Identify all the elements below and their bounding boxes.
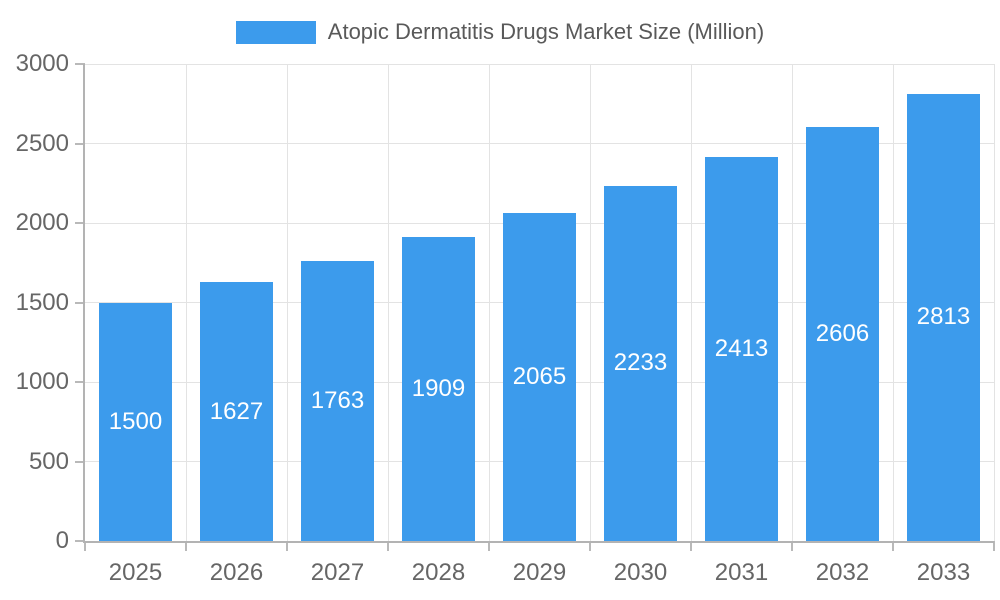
y-tick-label-0: 0 xyxy=(55,527,69,554)
x-label-2033: 2033 xyxy=(916,559,971,586)
x-tick-1 xyxy=(185,541,187,551)
y-tick-1500 xyxy=(75,301,85,304)
y-tick-label-2500: 2500 xyxy=(15,129,69,157)
bar-value-2028: 1909 xyxy=(411,375,466,403)
bar-2026[interactable]: 1627 xyxy=(200,282,273,541)
gridline-x-4 xyxy=(488,64,490,541)
bar-2030[interactable]: 2233 xyxy=(604,185,677,541)
bar-2027[interactable]: 1763 xyxy=(301,260,374,541)
y-tick-label-500: 500 xyxy=(28,447,69,475)
legend-swatch xyxy=(235,20,316,44)
bar-value-2025: 1500 xyxy=(108,407,163,435)
bar-value-2027: 1763 xyxy=(310,386,365,414)
bar-2029[interactable]: 2065 xyxy=(503,212,576,541)
gridline-x-6 xyxy=(690,64,692,541)
x-tick-2 xyxy=(286,541,288,551)
x-label-2030: 2030 xyxy=(613,559,668,586)
bar-value-2031: 2413 xyxy=(714,335,769,363)
x-label-2031: 2031 xyxy=(714,559,769,586)
legend-label: Atopic Dermatitis Drugs Market Size (Mil… xyxy=(327,19,765,44)
y-tick-3000 xyxy=(75,63,85,65)
gridline-x-5 xyxy=(589,64,591,541)
y-tick-2500 xyxy=(75,142,85,145)
bar-2031[interactable]: 2413 xyxy=(705,157,778,541)
bar-2028[interactable]: 1909 xyxy=(402,237,475,541)
bar-value-2032: 2606 xyxy=(815,319,870,347)
axis-y-line xyxy=(83,64,85,543)
x-tick-4 xyxy=(488,541,490,551)
gridline-x-8 xyxy=(892,64,894,541)
x-label-2025: 2025 xyxy=(108,559,163,586)
x-tick-3 xyxy=(387,541,389,551)
y-tick-1000 xyxy=(75,381,85,383)
bar-2032[interactable]: 2606 xyxy=(806,126,879,541)
axis-x-line xyxy=(83,541,994,543)
x-tick-5 xyxy=(589,541,591,551)
gridline-y-2500 xyxy=(85,143,994,144)
y-tick-label-3000: 3000 xyxy=(15,50,69,77)
x-label-2032: 2032 xyxy=(815,559,870,586)
gridline-y-3000 xyxy=(85,63,994,65)
bar-2025[interactable]: 1500 xyxy=(99,302,172,541)
legend-item[interactable]: Atopic Dermatitis Drugs Market Size (Mil… xyxy=(0,20,1000,44)
x-tick-9 xyxy=(993,541,995,551)
x-tick-8 xyxy=(892,541,894,551)
y-tick-label-2000: 2000 xyxy=(15,209,69,236)
x-tick-6 xyxy=(690,541,692,551)
bar-2033[interactable]: 2813 xyxy=(907,93,980,541)
x-label-2026: 2026 xyxy=(209,559,264,586)
bar-value-2026: 1627 xyxy=(209,397,264,425)
gridline-x-9 xyxy=(993,64,995,541)
bar-value-2030: 2233 xyxy=(613,349,668,377)
y-tick-0 xyxy=(75,540,85,542)
x-label-2028: 2028 xyxy=(411,559,466,586)
gridline-x-3 xyxy=(387,64,389,541)
bar-value-2033: 2813 xyxy=(916,303,971,331)
bar-value-2029: 2065 xyxy=(512,362,567,390)
x-tick-0 xyxy=(84,541,86,551)
gridline-x-2 xyxy=(286,64,288,541)
x-label-2027: 2027 xyxy=(310,559,365,586)
gridline-x-7 xyxy=(791,64,793,541)
y-tick-2000 xyxy=(75,222,85,224)
x-label-2029: 2029 xyxy=(512,559,567,586)
y-tick-label-1000: 1000 xyxy=(15,368,69,395)
gridline-x-1 xyxy=(185,64,187,541)
y-tick-label-1500: 1500 xyxy=(15,288,69,316)
x-tick-7 xyxy=(791,541,793,551)
y-tick-500 xyxy=(75,460,85,463)
